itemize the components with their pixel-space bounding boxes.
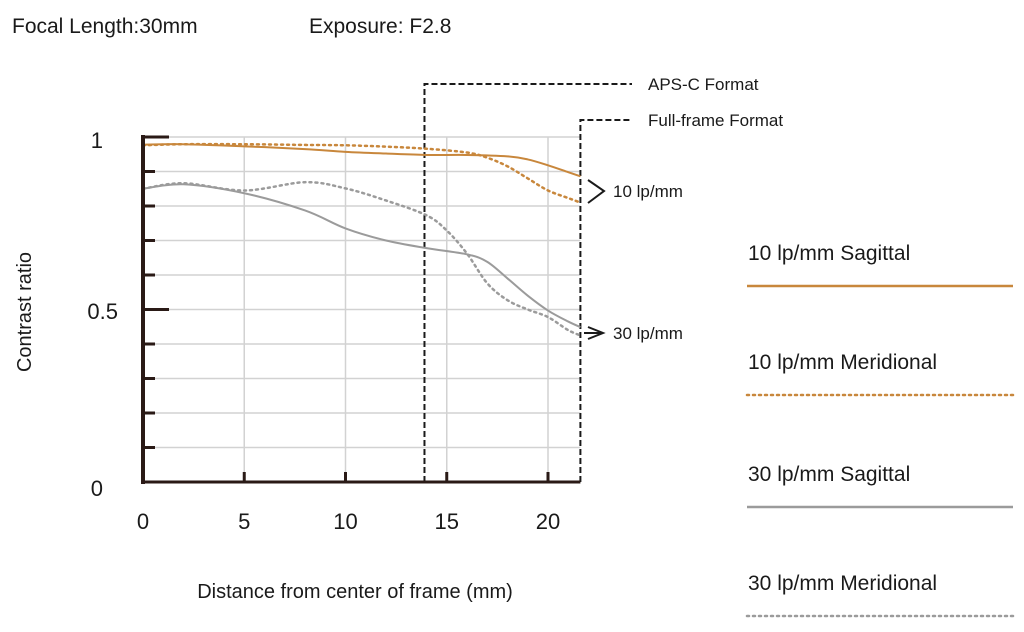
full-frame-label: Full-frame Format <box>648 111 783 130</box>
focal-length-label: Focal Length:30mm <box>12 15 198 38</box>
series-line-10-lp-mm-meridional <box>141 142 582 204</box>
legend-label: 10 lp/mm Meridional <box>748 351 937 374</box>
x-tick-label: 20 <box>536 509 560 534</box>
x-tick-label: 15 <box>435 509 459 534</box>
legend-label: 10 lp/mm Sagittal <box>748 242 910 265</box>
y-tick-label: 0 <box>91 476 103 501</box>
x-tick-label: 0 <box>137 509 149 534</box>
legend-label: 30 lp/mm Meridional <box>748 572 937 595</box>
x-axis-label: Distance from center of frame (mm) <box>197 581 513 603</box>
group-30-label: 30 lp/mm <box>613 324 683 343</box>
aps-c-boundary-line <box>423 83 632 482</box>
bracket-10-icon <box>587 179 606 204</box>
format-reference-lines <box>423 83 632 482</box>
x-tick-label: 5 <box>238 509 250 534</box>
series-line-30-lp-mm-meridional <box>141 180 582 337</box>
axes <box>141 135 581 484</box>
series-line-30-lp-mm-sagittal <box>142 183 581 329</box>
full-frame-boundary-line <box>579 119 632 482</box>
y-tick-label: 0.5 <box>87 299 118 324</box>
group-10-label: 10 lp/mm <box>613 182 683 201</box>
x-tick-label: 10 <box>333 509 357 534</box>
series-line-10-lp-mm-sagittal <box>142 143 581 178</box>
series-group <box>141 142 582 337</box>
arrow-30-icon <box>584 326 606 340</box>
y-tick-label: 1 <box>91 128 103 153</box>
exposure-label: Exposure: F2.8 <box>309 15 451 38</box>
legend: 10 lp/mm Sagittal 10 lp/mm Meridional 30 l… <box>745 242 1015 618</box>
grid <box>143 136 581 482</box>
legend-label: 30 lp/mm Sagittal <box>748 463 910 486</box>
y-axis-label: Contrast ratio <box>14 252 36 372</box>
aps-c-label: APS-C Format <box>648 75 759 94</box>
